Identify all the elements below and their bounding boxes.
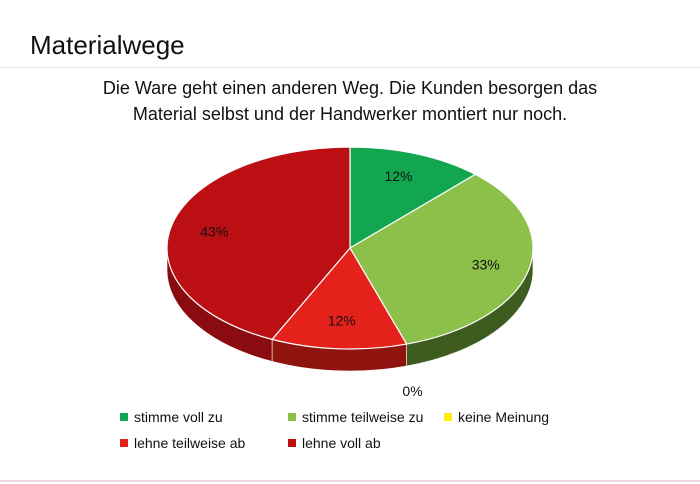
legend-label: lehne teilweise ab [134,435,246,451]
legend-swatch [288,439,296,447]
legend-row-2: lehne teilweise ab lehne voll ab [120,430,549,456]
pie-data-label-3: 12% [328,313,356,329]
pie-data-label-1: 33% [472,257,500,273]
legend-label: stimme teilweise zu [302,409,424,425]
chart-title: Die Ware geht einen anderen Weg. Die Kun… [40,75,660,127]
pie-slice-3 [271,246,408,350]
chart-title-line-2: Material selbst und der Handwerker monti… [132,104,568,124]
legend: stimme voll zu stimme teilweise zu keine… [120,404,549,456]
legend-item-stimme-voll-zu: stimme voll zu [120,409,288,425]
legend-label: keine Meinung [458,409,550,425]
pie-slice-0 [349,146,477,250]
pie-slice-4 [166,146,351,341]
legend-item-lehne-voll-ab: lehne voll ab [288,435,381,451]
legend-swatch [120,413,128,421]
pie-slice-1 [349,173,534,345]
pie-top [166,146,534,350]
legend-label: stimme voll zu [134,409,223,425]
legend-label: lehne voll ab [302,435,381,451]
bottom-divider [0,480,700,482]
legend-swatch [444,413,452,421]
pie-data-label-2: 0% [402,383,422,399]
legend-item-lehne-teilweise-ab: lehne teilweise ab [120,435,288,451]
pie-data-label-4: 43% [200,223,228,239]
chart-title-line-1: Die Ware geht einen anderen Weg. Die Kun… [102,78,598,98]
legend-row-1: stimme voll zu stimme teilweise zu keine… [120,404,549,430]
pie-data-label-0: 12% [384,168,412,184]
legend-item-stimme-teilweise-zu: stimme teilweise zu [288,409,444,425]
legend-swatch [120,439,128,447]
slide-title: Materialwege [30,30,185,60]
legend-item-keine-meinung: keine Meinung [444,409,549,425]
legend-swatch [288,413,296,421]
title-divider [0,67,700,68]
pie-labels: 12% 33% 0% 12% 43% [200,168,499,399]
